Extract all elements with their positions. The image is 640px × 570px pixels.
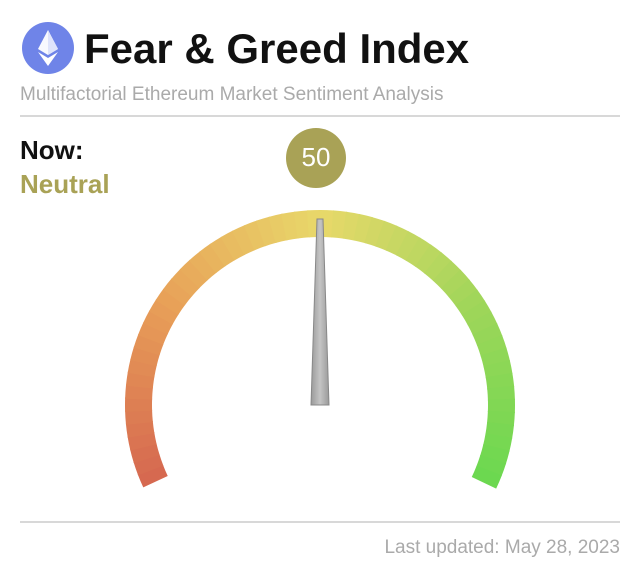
- chart-title: Fear & Greed Index: [84, 25, 470, 72]
- arc-segment: [137, 321, 169, 345]
- arc-segment: [170, 268, 200, 297]
- arc-segment: [353, 213, 373, 244]
- arc-segment: [415, 244, 443, 274]
- arc-segment: [375, 220, 398, 251]
- subtitle: Multifactorial Ethereum Market Sentiment…: [20, 84, 443, 105]
- sentiment: Neutral: [20, 169, 110, 199]
- arc-segment: [125, 409, 153, 425]
- arc-segment: [364, 216, 386, 247]
- arc-segment: [405, 237, 432, 268]
- arc-segment: [455, 289, 486, 316]
- value-badge: [286, 128, 346, 188]
- arc-segment: [483, 360, 513, 379]
- arc-segment: [331, 210, 348, 239]
- arc-segment: [189, 251, 217, 281]
- arc-segment: [432, 260, 462, 290]
- now-label: Now:: [20, 135, 84, 165]
- arc-segment: [395, 230, 421, 262]
- arc-segment: [125, 384, 153, 400]
- arc-segment: [133, 333, 164, 356]
- arc-segment: [293, 210, 310, 239]
- arc-segment: [125, 397, 153, 412]
- arc-segment: [448, 279, 478, 307]
- arc-segment: [148, 299, 179, 325]
- needle: [310, 218, 330, 406]
- arc-segment: [220, 230, 246, 261]
- arc-segment: [199, 243, 226, 274]
- arc-segment: [440, 269, 470, 298]
- arc-segment: [472, 323, 503, 346]
- arc-segment: [471, 465, 502, 489]
- arc-segment: [487, 398, 515, 414]
- arc-segment: [480, 444, 510, 465]
- arc-segment: [162, 278, 193, 306]
- arc-segment: [476, 335, 507, 357]
- last-updated: Last updated: May 28, 2023: [384, 537, 620, 558]
- arc-segment: [424, 252, 452, 282]
- arc-segment: [476, 455, 507, 477]
- arc-segment: [461, 300, 492, 326]
- arc-segment: [231, 224, 256, 256]
- arc-segment: [487, 385, 515, 401]
- arc-segment: [130, 346, 160, 367]
- arc-segment: [281, 211, 299, 241]
- arc-segment: [467, 311, 498, 336]
- eth-logo: [22, 22, 74, 74]
- arc-segment: [155, 288, 186, 315]
- needle-body: [310, 218, 330, 406]
- arc-segment: [137, 464, 168, 488]
- arc-segment: [243, 220, 266, 251]
- arc-segment: [209, 236, 236, 267]
- arc-segment: [487, 410, 515, 427]
- arc-segment: [179, 259, 209, 289]
- arc-segment: [133, 453, 164, 476]
- value-label: 50: [302, 142, 331, 172]
- arc-segment: [143, 310, 174, 335]
- arc-segment: [127, 432, 157, 451]
- arc-segment: [485, 372, 515, 390]
- arc-segment: [125, 420, 155, 438]
- arc-segment: [483, 433, 513, 452]
- gauge-arc: [125, 209, 515, 489]
- arc-segment: [385, 225, 410, 256]
